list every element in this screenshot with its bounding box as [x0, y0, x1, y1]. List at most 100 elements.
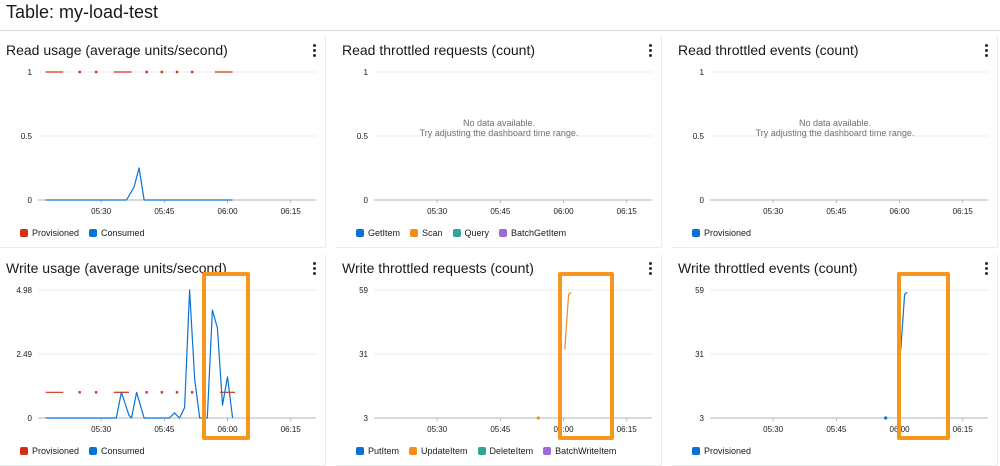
legend-item[interactable]: Scan — [410, 228, 443, 238]
legend-swatch-icon — [356, 229, 364, 237]
legend-item[interactable]: Provisioned — [20, 446, 79, 456]
chart-legend: PutItem UpdateItem DeleteItem BatchWriteIte… — [356, 446, 616, 456]
series-dot — [190, 391, 194, 394]
x-tick-label: 05:45 — [154, 425, 175, 434]
x-tick-label: 06:15 — [953, 425, 974, 434]
panel-menu-icon[interactable] — [647, 262, 653, 276]
y-tick-label: 1 — [700, 68, 705, 77]
legend-swatch-icon — [499, 229, 508, 237]
no-data-message: No data available. Try adjusting the dash… — [672, 118, 998, 138]
chart-write-usage: 0 2.49 4.98 05:30 05:45 06:00 06:15 — [16, 286, 316, 434]
legend-swatch-icon — [410, 229, 419, 237]
x-tick-label: 06:00 — [218, 207, 239, 216]
x-tick-label: 06:00 — [554, 425, 575, 434]
highlight-box — [897, 272, 951, 440]
legend-item[interactable]: BatchGetItem — [499, 228, 566, 238]
y-tick-label: 31 — [695, 350, 704, 359]
panel-menu-icon[interactable] — [311, 262, 317, 276]
page-title: Table: my-load-test — [6, 2, 159, 22]
x-tick-label: 06:15 — [281, 207, 302, 216]
legend-item[interactable]: UpdateItem — [409, 446, 468, 456]
x-tick-label: 06:15 — [617, 425, 638, 434]
chart-legend: Provisioned Consumed — [20, 228, 145, 238]
series-dot — [175, 391, 179, 394]
legend-item[interactable]: Provisioned — [692, 228, 751, 238]
y-tick-label: 0 — [28, 414, 33, 423]
no-data-message: No data available. Try adjusting the dash… — [336, 118, 662, 138]
y-tick-label: 4.98 — [16, 286, 32, 295]
y-tick-label: 1 — [28, 68, 33, 77]
panel-read-throttled-requests: Read throttled requests (count) 0 0.5 1 05:3… — [336, 36, 662, 248]
legend-item[interactable]: Query — [452, 228, 490, 238]
y-tick-label: 0.5 — [357, 132, 369, 141]
data-point — [536, 416, 540, 420]
panel-read-usage: Read usage (average units/second) 0 0.5 1 05… — [0, 36, 326, 248]
panel-write-throttled-events: Write throttled events (count) 3 31 59 05:30… — [672, 254, 998, 466]
y-tick-label: 3 — [700, 414, 705, 423]
panel-write-throttled-requests: Write throttled requests (count) 3 31 59 05:… — [336, 254, 662, 466]
series-line — [564, 291, 572, 350]
panel-title: Write throttled requests (count) — [342, 260, 534, 276]
legend-item[interactable]: BatchWriteItem — [543, 446, 616, 456]
panel-menu-icon[interactable] — [647, 44, 653, 58]
panel-menu-icon[interactable] — [983, 262, 989, 276]
legend-swatch-icon — [543, 447, 552, 455]
panel-title: Read throttled requests (count) — [342, 42, 535, 58]
legend-label: Provisioned — [32, 228, 80, 238]
no-data-text: No data available. — [798, 118, 872, 128]
chart-read-usage: 0 0.5 1 05:30 05:45 06:00 06:15 — [21, 68, 316, 216]
panel-title: Read throttled events (count) — [678, 42, 859, 58]
x-tick-label: 05:30 — [427, 207, 448, 216]
y-tick-label: 1 — [364, 68, 369, 77]
legend-label: Provisioned — [32, 446, 80, 456]
panel-read-throttled-events: Read throttled events (count) 0 0.5 1 05:30 0… — [672, 36, 998, 248]
series-dot — [145, 70, 148, 74]
legend-label: PutItem — [368, 446, 400, 456]
no-data-text: No data available. — [462, 118, 536, 128]
series-dot — [160, 391, 164, 394]
panel-menu-icon[interactable] — [983, 44, 989, 58]
legend-item[interactable]: Provisioned — [20, 228, 79, 238]
y-tick-label: 0 — [28, 196, 33, 205]
legend-swatch-icon — [692, 447, 700, 455]
panel-title: Write throttled events (count) — [678, 260, 858, 276]
legend-label: Query — [464, 228, 490, 238]
series-dot — [94, 391, 98, 394]
highlight-box — [558, 272, 615, 440]
chart-read-throttled-events: 0 0.5 1 05:30 05:45 06:00 06:15 — [693, 68, 988, 216]
legend-label: BatchWriteItem — [555, 446, 617, 456]
series-line — [900, 291, 908, 350]
y-tick-label: 59 — [695, 286, 704, 295]
legend-swatch-icon — [89, 447, 98, 455]
y-tick-label: 0 — [700, 196, 705, 205]
legend-label: BatchGetItem — [511, 228, 567, 238]
chart-legend: Provisioned Consumed — [20, 446, 145, 456]
x-tick-label: 06:00 — [554, 207, 575, 216]
legend-label: Provisioned — [704, 446, 752, 456]
legend-swatch-icon — [20, 229, 28, 237]
no-data-hint: Try adjusting the dashboard time range. — [419, 128, 579, 138]
legend-item[interactable]: PutItem — [356, 446, 399, 456]
no-data-hint: Try adjusting the dashboard time range. — [755, 128, 915, 138]
legend-label: GetItem — [368, 228, 401, 238]
title-divider — [0, 30, 1000, 31]
y-tick-label: 31 — [359, 350, 368, 359]
chart-legend: Provisioned — [692, 446, 751, 456]
legend-item[interactable]: Consumed — [89, 228, 145, 238]
x-tick-label: 05:30 — [763, 207, 784, 216]
legend-item[interactable]: DeleteItem — [477, 446, 533, 456]
x-tick-label: 05:45 — [490, 207, 511, 216]
series-line — [45, 289, 234, 419]
series-dot — [145, 391, 148, 394]
panel-menu-icon[interactable] — [311, 44, 317, 58]
legend-label: Consumed — [101, 446, 145, 456]
highlight-box — [202, 272, 251, 440]
x-tick-label: 05:30 — [763, 425, 784, 434]
legend-item[interactable]: Consumed — [89, 446, 145, 456]
x-tick-label: 06:00 — [890, 207, 911, 216]
legend-swatch-icon — [409, 447, 418, 455]
legend-item[interactable]: GetItem — [356, 228, 400, 238]
legend-swatch-icon — [20, 447, 28, 455]
legend-item[interactable]: Provisioned — [692, 446, 751, 456]
panel-title: Write usage (average units/second) — [6, 260, 227, 276]
